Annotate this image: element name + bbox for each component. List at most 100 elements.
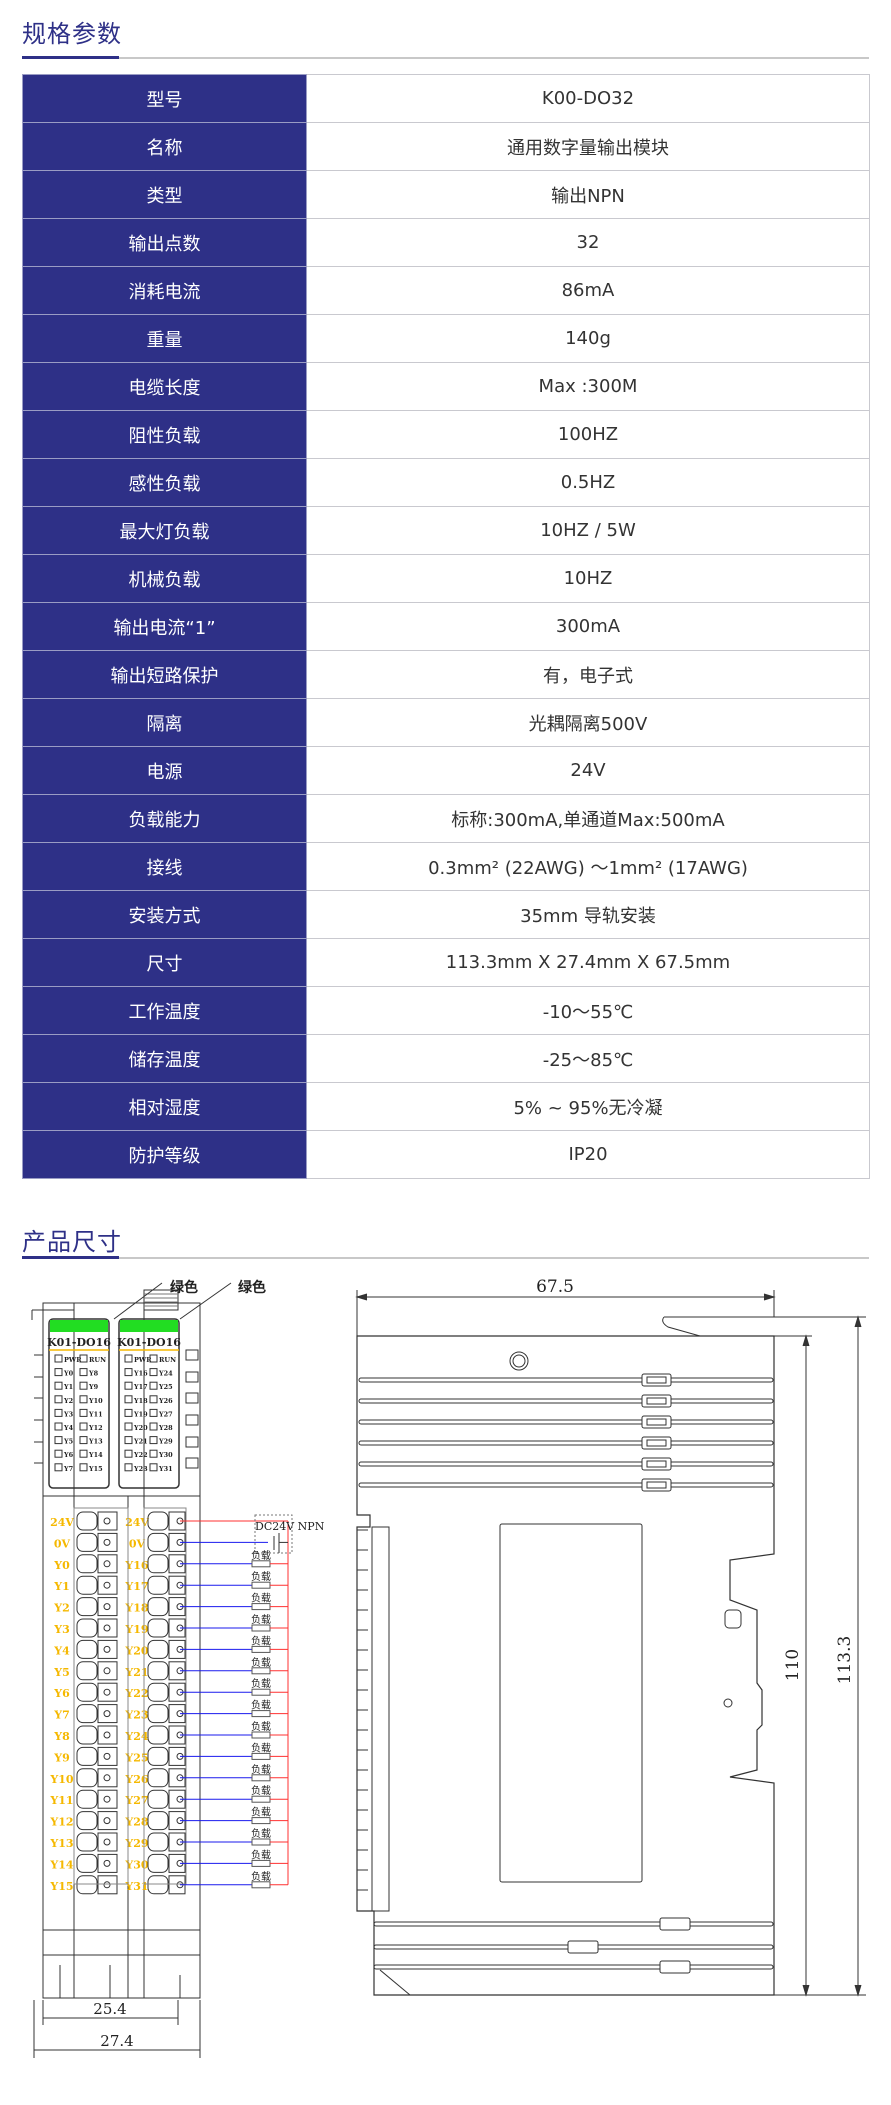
led-icon (54, 1463, 63, 1472)
terminal-release (147, 1682, 169, 1702)
din-screw (724, 1609, 742, 1629)
terminal-release (147, 1746, 169, 1766)
terminal-hole (103, 1838, 111, 1846)
spec-label: 工作温度 (22, 986, 307, 1035)
led-icon (124, 1463, 133, 1472)
spec-value: 10HZ (306, 554, 870, 603)
spec-value: 100HZ (306, 410, 870, 459)
drawing-line (143, 1507, 187, 1885)
label-window (499, 1523, 643, 1883)
led-icon (124, 1422, 133, 1431)
led-icon (54, 1422, 63, 1431)
callout-leader (179, 1282, 232, 1320)
terminal-release (147, 1832, 169, 1852)
spec-value: 通用数字量输出模块 (306, 122, 870, 171)
vent-rail (358, 1482, 774, 1488)
led-icon (149, 1395, 158, 1404)
led-label: Y30 (158, 1451, 173, 1459)
terminal-screw (97, 1768, 118, 1788)
led-label: Y24 (158, 1370, 173, 1378)
led-icon (124, 1408, 133, 1417)
terminal-release (147, 1704, 169, 1724)
terminal-hole (103, 1667, 111, 1675)
spec-label: 接线 (22, 842, 307, 891)
terminal-release (76, 1746, 98, 1766)
terminal-release (76, 1853, 98, 1873)
dimension-arrow (854, 1315, 862, 1328)
led-label: Y28 (158, 1424, 173, 1432)
terminal-screw (97, 1875, 118, 1895)
spec-label: 型号 (22, 74, 307, 123)
spec-label: 输出点数 (22, 218, 307, 267)
dimension-label: 27.4 (100, 2032, 133, 2050)
led-icon (149, 1354, 158, 1363)
dimension-arrow (802, 1984, 810, 1997)
load-label: 负载 (251, 1784, 271, 1797)
led-label: PWR (64, 1356, 82, 1364)
terminal-hole (103, 1603, 111, 1611)
spec-row: 机械负载 10HZ (22, 554, 870, 603)
terminal-label: Y31 (124, 1880, 148, 1893)
load-label: 负载 (251, 1827, 271, 1840)
terminal-label: Y25 (124, 1751, 148, 1764)
spec-row: 感性负载 0.5HZ (22, 458, 870, 507)
terminal-screw (97, 1661, 118, 1681)
vent-clip (641, 1436, 672, 1450)
terminal-label: Y13 (49, 1837, 73, 1850)
terminal-release (76, 1597, 98, 1617)
terminal-release (147, 1811, 169, 1831)
top-connector (143, 1289, 179, 1311)
terminal-release (76, 1532, 98, 1552)
vent-rail (373, 1921, 774, 1927)
led-label: Y9 (88, 1383, 99, 1391)
side-clip-icon (185, 1392, 199, 1404)
led-label: Y1 (63, 1383, 73, 1391)
vent-clip (646, 1418, 667, 1426)
led-icon (149, 1449, 158, 1458)
terminal-release (76, 1511, 98, 1531)
led-icon (124, 1354, 133, 1363)
spec-label: 阻性负载 (22, 410, 307, 459)
vent-rail (358, 1419, 774, 1425)
load-label: 负载 (251, 1677, 271, 1690)
spec-value: 光耦隔离500V (306, 698, 870, 747)
led-label: Y26 (158, 1397, 173, 1405)
terminal-screw (97, 1511, 118, 1531)
led-icon (79, 1449, 88, 1458)
load-label: 负载 (251, 1870, 271, 1883)
spec-label: 相对湿度 (22, 1082, 307, 1131)
vent-rail (373, 1964, 774, 1970)
terminal-release (76, 1575, 98, 1595)
vent-rail (358, 1461, 774, 1467)
terminal-hole (103, 1859, 111, 1867)
led-icon (149, 1381, 158, 1390)
led-label: PWR (134, 1356, 152, 1364)
vent-clip (659, 1960, 691, 1974)
led-label: Y19 (133, 1410, 148, 1418)
led-icon (79, 1381, 88, 1390)
spec-row: 储存温度 -25～85℃ (22, 1034, 870, 1083)
spec-row: 电源 24V (22, 746, 870, 795)
terminal-label: Y7 (53, 1709, 70, 1722)
terminal-label: Y28 (124, 1816, 149, 1829)
led-label: Y8 (88, 1370, 99, 1378)
terminal-label: Y6 (53, 1687, 70, 1700)
vent-clip (646, 1481, 667, 1489)
spec-row: 阻性负载 100HZ (22, 410, 870, 459)
spec-label: 类型 (22, 170, 307, 219)
terminal-screw (97, 1618, 118, 1638)
callout-label: 绿色 (238, 1279, 266, 1296)
top-latch (662, 1316, 701, 1337)
spec-value: 10HZ / 5W (306, 506, 870, 555)
spec-row: 型号 K00-DO32 (22, 74, 870, 123)
led-icon (124, 1395, 133, 1404)
terminal-release (147, 1661, 169, 1681)
load-label: 负载 (251, 1613, 271, 1626)
led-label: Y22 (133, 1451, 148, 1459)
led-icon (79, 1436, 88, 1445)
spec-row: 类型 输出NPN (22, 170, 870, 219)
terminal-screw (97, 1832, 118, 1852)
vent-rail (358, 1440, 774, 1446)
terminal-screw (97, 1532, 118, 1552)
